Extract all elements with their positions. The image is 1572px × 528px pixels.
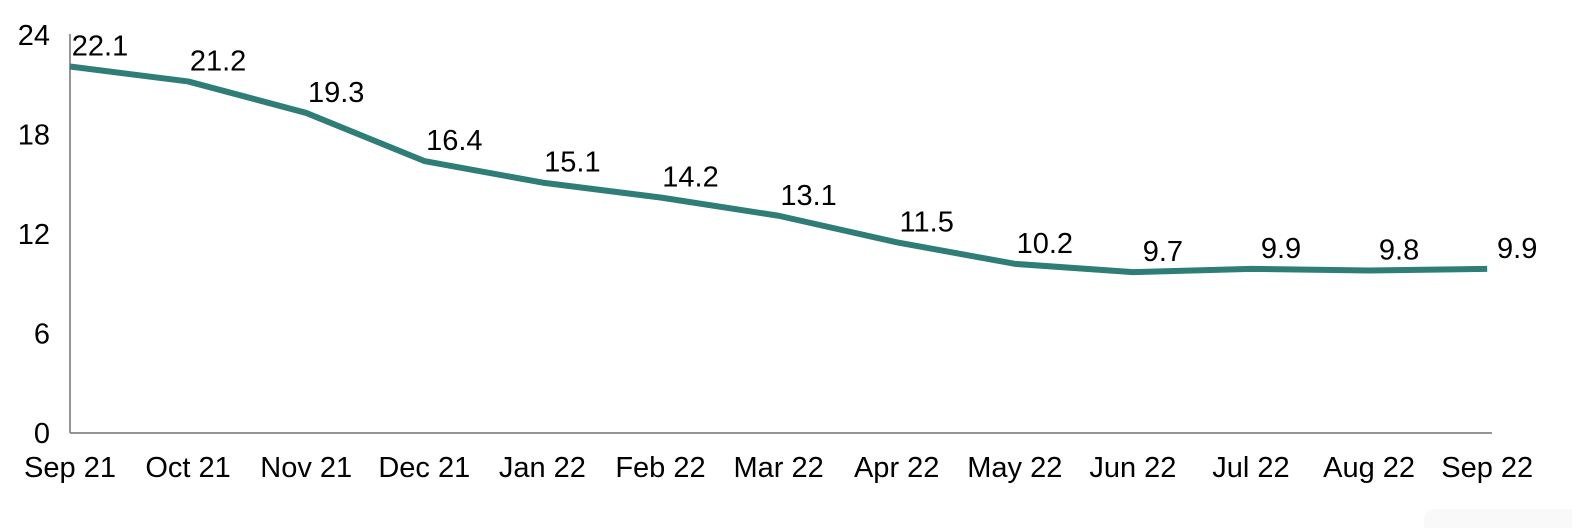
- data-point-label: 19.3: [308, 77, 364, 109]
- data-point-label: 22.1: [72, 31, 128, 63]
- x-tick-label: Mar 22: [733, 452, 823, 484]
- x-tick-label: Jul 22: [1212, 452, 1289, 484]
- x-tick-label: Oct 21: [145, 452, 230, 484]
- x-tick-label: Apr 22: [854, 452, 939, 484]
- data-point-label: 9.7: [1143, 236, 1183, 268]
- data-point-label: 21.2: [190, 45, 246, 77]
- x-tick-label: Feb 22: [615, 452, 705, 484]
- watermark-placeholder: [1424, 509, 1572, 528]
- x-tick-label: Dec 21: [378, 452, 470, 484]
- x-tick-label: Jan 22: [499, 452, 586, 484]
- y-tick-label: 24: [18, 20, 50, 52]
- x-tick-label: Jun 22: [1089, 452, 1176, 484]
- x-tick-label: Aug 22: [1323, 452, 1415, 484]
- data-point-label: 11.5: [900, 206, 954, 238]
- data-point-label: 14.2: [662, 162, 718, 194]
- x-tick-label: May 22: [967, 452, 1062, 484]
- data-point-label: 9.8: [1379, 234, 1419, 266]
- data-point-label: 16.4: [426, 125, 482, 157]
- y-tick-label: 18: [18, 120, 50, 152]
- data-point-label: 9.9: [1261, 233, 1301, 265]
- data-point-label: 9.9: [1497, 233, 1537, 265]
- y-tick-label: 0: [34, 418, 50, 450]
- data-line-series: [69, 63, 1488, 276]
- x-tick-label: Nov 21: [260, 452, 352, 484]
- data-point-label: 10.2: [1017, 228, 1073, 260]
- data-point-label: 15.1: [544, 147, 600, 179]
- x-tick-label: Sep 22: [1441, 452, 1533, 484]
- y-tick-label: 6: [34, 319, 50, 351]
- data-point-label: 13.1: [780, 180, 836, 212]
- x-tick-label: Sep 21: [24, 452, 116, 484]
- y-tick-label: 12: [18, 219, 50, 251]
